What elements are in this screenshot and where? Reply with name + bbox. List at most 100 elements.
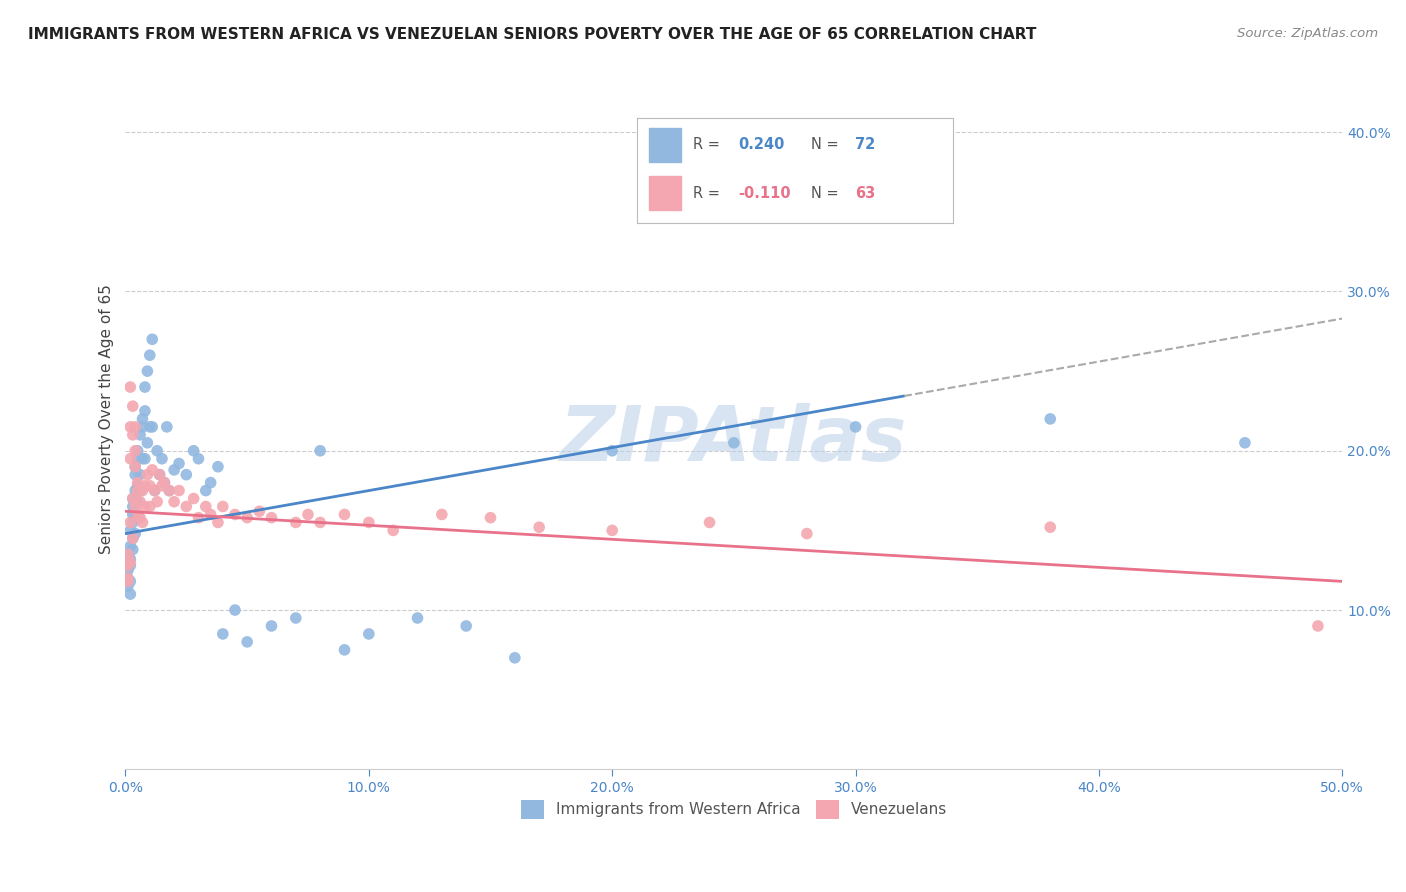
Point: [129, 467, 152, 482]
Point: [163, 463, 186, 477]
Point: [134, 451, 156, 466]
Point: [131, 451, 153, 466]
Point: [157, 483, 180, 498]
Point: [224, 508, 246, 522]
Point: [121, 542, 143, 557]
Point: [120, 451, 142, 466]
Point: [124, 459, 146, 474]
Point: [284, 611, 307, 625]
Point: [117, 547, 139, 561]
Point: [183, 491, 205, 506]
Point: [127, 483, 149, 498]
Point: [127, 479, 149, 493]
Point: [117, 547, 139, 561]
Point: [1306, 619, 1329, 633]
Point: [120, 558, 142, 573]
Point: [309, 516, 332, 530]
Point: [723, 435, 745, 450]
Point: [129, 494, 152, 508]
Point: [1039, 520, 1062, 534]
Point: [117, 558, 139, 573]
Point: [211, 627, 233, 641]
Point: [430, 508, 453, 522]
Point: [141, 420, 163, 434]
Text: Source: ZipAtlas.com: Source: ZipAtlas.com: [1237, 27, 1378, 40]
Point: [176, 500, 198, 514]
Point: [124, 443, 146, 458]
Point: [127, 508, 149, 522]
Point: [796, 526, 818, 541]
Point: [699, 516, 721, 530]
Point: [194, 500, 217, 514]
Point: [357, 627, 380, 641]
Point: [120, 587, 142, 601]
Point: [333, 508, 356, 522]
Point: [143, 483, 166, 498]
Point: [127, 443, 149, 458]
Point: [153, 475, 176, 490]
Point: [156, 420, 179, 434]
Point: [124, 526, 146, 541]
Point: [121, 500, 143, 514]
Point: [129, 510, 152, 524]
Point: [600, 524, 623, 538]
Point: [121, 491, 143, 506]
Point: [163, 494, 186, 508]
Point: [121, 427, 143, 442]
Point: [120, 574, 142, 589]
Point: [131, 483, 153, 498]
Point: [120, 555, 142, 569]
Point: [120, 516, 142, 530]
Point: [527, 520, 550, 534]
Point: [247, 504, 270, 518]
Point: [333, 643, 356, 657]
Point: [134, 479, 156, 493]
Point: [124, 420, 146, 434]
Point: [146, 443, 169, 458]
Point: [127, 451, 149, 466]
Point: [121, 532, 143, 546]
Point: [120, 524, 142, 538]
Point: [131, 412, 153, 426]
Point: [357, 516, 380, 530]
Point: [124, 510, 146, 524]
Point: [167, 457, 190, 471]
Point: [131, 516, 153, 530]
Point: [150, 479, 173, 493]
Point: [148, 467, 170, 482]
Point: [194, 483, 217, 498]
Point: [157, 483, 180, 498]
Point: [148, 467, 170, 482]
Point: [844, 420, 866, 434]
Point: [117, 571, 139, 585]
Point: [121, 508, 143, 522]
Point: [456, 619, 478, 633]
Point: [503, 650, 526, 665]
Point: [309, 443, 332, 458]
Point: [187, 510, 209, 524]
Point: [200, 475, 222, 490]
Point: [141, 463, 163, 477]
Point: [117, 555, 139, 569]
Point: [600, 443, 623, 458]
Point: [124, 500, 146, 514]
Point: [153, 475, 176, 490]
Point: [284, 516, 307, 530]
Point: [134, 380, 156, 394]
Y-axis label: Seniors Poverty Over the Age of 65: Seniors Poverty Over the Age of 65: [100, 284, 114, 554]
Point: [136, 435, 159, 450]
Point: [134, 404, 156, 418]
Point: [131, 420, 153, 434]
Point: [121, 399, 143, 413]
Point: [117, 571, 139, 585]
Point: [176, 467, 198, 482]
Point: [136, 364, 159, 378]
Point: [297, 508, 319, 522]
Point: [139, 420, 162, 434]
Point: [167, 483, 190, 498]
Point: [127, 475, 149, 490]
Point: [124, 459, 146, 474]
Point: [187, 451, 209, 466]
Point: [146, 494, 169, 508]
Point: [406, 611, 429, 625]
